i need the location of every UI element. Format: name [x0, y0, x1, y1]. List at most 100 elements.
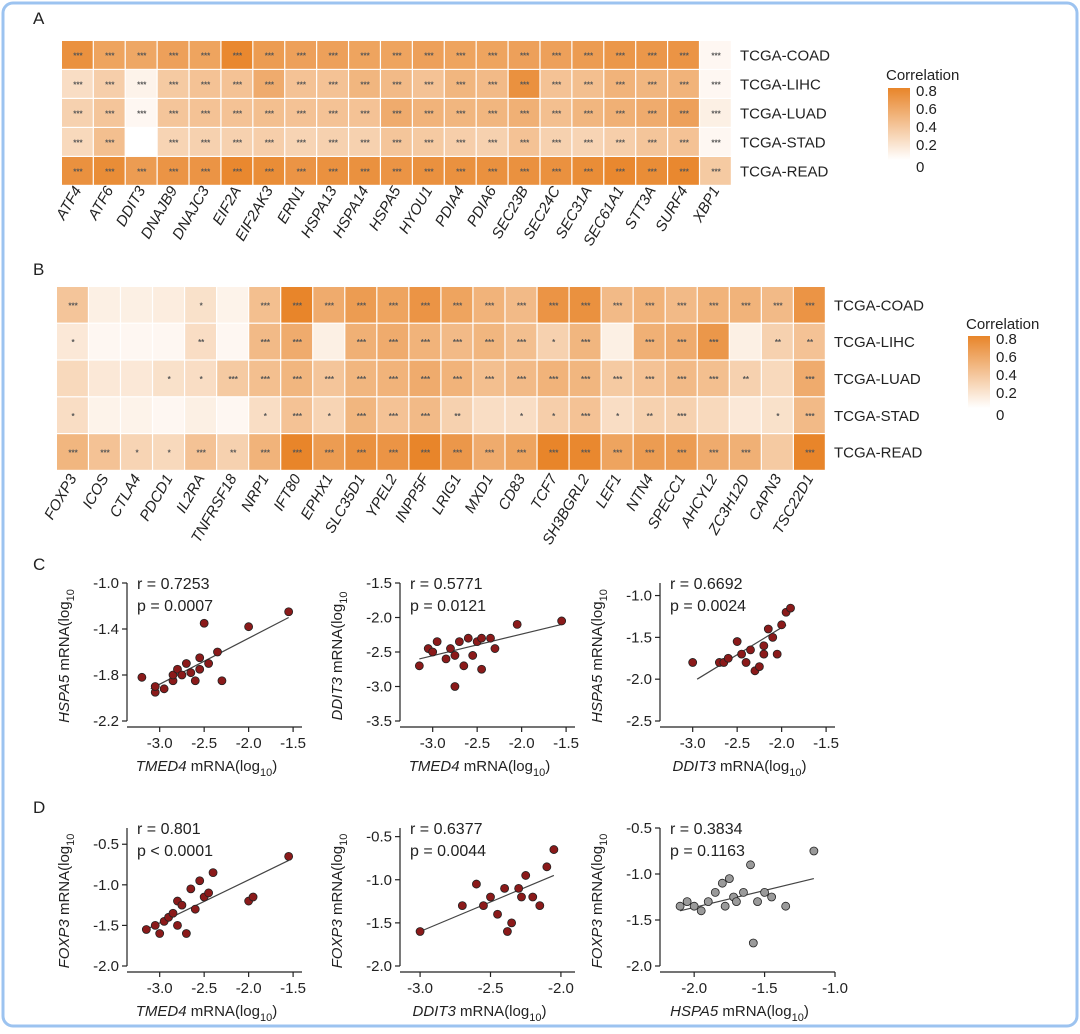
heatmap-cell [700, 99, 731, 127]
data-point [717, 878, 727, 888]
heatmap-cell [281, 287, 313, 323]
heatmap-cell [157, 157, 189, 185]
heatmap-cell [636, 41, 667, 69]
heatmap-cell [57, 323, 88, 360]
data-point [463, 633, 473, 643]
significance-stars: *** [679, 52, 689, 61]
heatmap-cell [62, 41, 93, 69]
significance-stars: *** [485, 338, 495, 347]
significance-stars: *** [648, 110, 658, 119]
significance-stars: *** [456, 52, 466, 61]
p-value: p = 0.1163 [670, 843, 745, 860]
significance-stars: *** [297, 81, 307, 90]
significance-stars: *** [197, 449, 207, 458]
significance-stars: *** [201, 168, 211, 177]
significance-stars: *** [453, 375, 463, 384]
heatmap-cell [476, 128, 508, 156]
x-tick-label: -3.0 [147, 735, 173, 752]
significance-stars: *** [105, 81, 115, 90]
heatmap-cell [253, 128, 285, 156]
heatmap-cell [604, 70, 636, 98]
significance-stars: *** [645, 338, 655, 347]
data-point [517, 892, 526, 902]
scatter-c1: C -1.0 -1.4 -1.8 -2.2 -3.0 -2.5 -2.0 -1.5 r = 0.7… [33, 555, 306, 779]
heatmap-cell [569, 323, 601, 360]
r-value: r = 0.5771 [410, 576, 483, 593]
heatmap-cell [381, 99, 412, 127]
y-tick-label: -1.4 [93, 621, 119, 638]
significance-stars: * [71, 338, 75, 347]
y-tick-label: -3.5 [366, 713, 392, 730]
significance-stars: *** [392, 52, 402, 61]
significance-stars: *** [421, 449, 431, 458]
panel-label-b: B [33, 260, 44, 279]
heatmap-cell [381, 128, 412, 156]
significance-stars: *** [711, 81, 721, 90]
heatmap-cell [57, 287, 88, 323]
heatmap-cell [505, 360, 537, 397]
heatmap-cell [157, 128, 189, 156]
heatmap-cell [349, 128, 380, 156]
data-point [450, 651, 460, 660]
heatmap-cell [349, 41, 380, 69]
heatmap-cell [185, 360, 217, 397]
heatmap-cell [540, 157, 572, 185]
heatmap-cell [221, 157, 253, 185]
x-tick-label: -1.5 [280, 735, 306, 752]
significance-stars: *** [677, 338, 687, 347]
heatmap-cell [505, 287, 537, 323]
significance-stars: *** [552, 52, 562, 61]
heatmap-cell [793, 434, 825, 470]
data-point [450, 682, 460, 691]
data-point [477, 633, 487, 643]
heatmap-cell [249, 323, 281, 360]
data-point [213, 647, 222, 657]
heatmap-cell [157, 99, 189, 127]
heatmap-cell [381, 70, 412, 98]
heatmap-cell [508, 99, 540, 127]
data-point [486, 892, 495, 902]
heatmap-cell [345, 323, 377, 360]
significance-stars: *** [424, 52, 434, 61]
data-point [542, 862, 552, 872]
data-point [521, 871, 531, 880]
heatmap-cell [349, 157, 380, 185]
heatmap-cell [345, 287, 377, 323]
data-point [763, 624, 773, 634]
significance-stars: * [776, 412, 780, 421]
heatmap-cell [125, 128, 157, 156]
heatmap-cell [253, 41, 285, 69]
r-value: r = 0.6692 [670, 576, 743, 593]
significance-stars: *** [488, 110, 498, 119]
significance-stars: *** [297, 168, 307, 177]
heatmap-cell [505, 434, 537, 470]
significance-stars: *** [616, 52, 626, 61]
heatmap-cell [761, 287, 793, 323]
heatmap-cell [444, 99, 476, 127]
heatmap-cell [153, 287, 184, 323]
heatmap-cell [636, 70, 667, 98]
significance-stars: *** [329, 168, 339, 177]
significance-stars: *** [201, 110, 211, 119]
significance-stars: *** [616, 81, 626, 90]
significance-stars: *** [616, 168, 626, 177]
legend-tick: 0.6 [996, 349, 1017, 366]
row-label: TCGA-READ [740, 164, 829, 181]
y-tick-label: -1.0 [93, 877, 119, 894]
heatmap-cell [444, 41, 476, 69]
heatmap-cell [601, 360, 633, 397]
significance-stars: *** [329, 52, 339, 61]
data-point [549, 845, 559, 854]
heatmap-cell [508, 70, 540, 98]
heatmap-cell [729, 397, 761, 433]
heatmap-cell [125, 41, 157, 69]
heatmap-cell [89, 323, 120, 360]
significance-stars: *** [679, 168, 689, 177]
significance-stars: *** [581, 338, 591, 347]
legend-tick: 0.2 [996, 385, 1017, 402]
significance-stars: ** [743, 375, 750, 384]
heatmap-cell [793, 397, 825, 433]
heatmap-cell [185, 287, 217, 323]
significance-stars: *** [357, 338, 367, 347]
